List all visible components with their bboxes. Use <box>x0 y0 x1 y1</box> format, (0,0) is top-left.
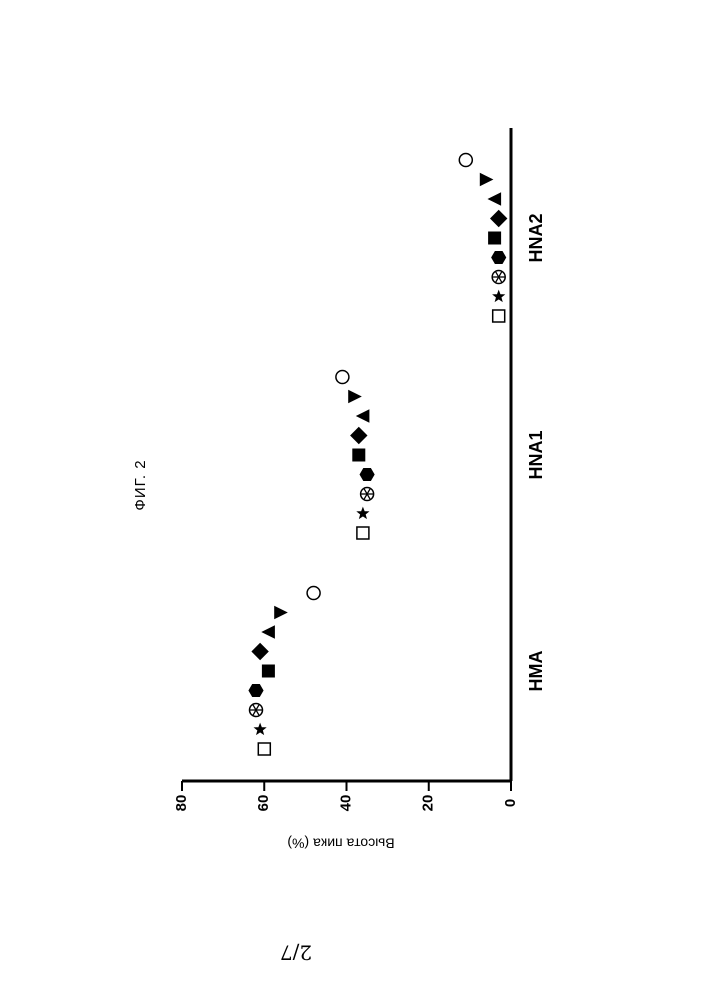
category-labels: HMA HNA1 HNA2 <box>526 213 546 691</box>
data-point-asterisk-circle <box>361 488 374 501</box>
data-point-filled-star <box>358 508 368 518</box>
data-point-filled-diamond <box>491 211 507 227</box>
data-points <box>249 154 507 756</box>
scatter-chart: 0 20 40 60 80 HMA HNA1 HNA2 Высота пика (%) <box>173 128 546 851</box>
data-point-filled-hexagon <box>360 468 374 480</box>
data-point-filled-square <box>262 665 274 677</box>
data-point-filled-triangle-up <box>489 193 501 205</box>
data-point-filled-hexagon <box>492 251 506 263</box>
data-point-filled-triangle-down <box>480 174 492 186</box>
data-point-asterisk-circle <box>250 704 263 717</box>
data-point-asterisk-circle <box>492 271 505 284</box>
data-point-filled-star <box>493 291 503 301</box>
data-point-open-square <box>357 527 369 539</box>
category-label: HNA2 <box>526 213 546 262</box>
y-tick-label: 40 <box>337 795 354 812</box>
y-axis-ticks: 0 20 40 60 80 <box>173 781 519 811</box>
page-number: 2/7 <box>280 941 312 965</box>
y-tick-label: 60 <box>255 795 272 812</box>
data-point-filled-triangle-down <box>275 607 287 619</box>
data-point-open-circle <box>336 371 349 384</box>
data-point-open-square <box>258 743 270 755</box>
data-point-filled-hexagon <box>249 684 263 696</box>
data-point-filled-star <box>255 724 265 734</box>
data-point-filled-triangle-down <box>349 391 361 403</box>
category-label: HNA1 <box>526 430 546 479</box>
data-point-open-square <box>493 310 505 322</box>
data-point-open-circle <box>307 587 320 600</box>
y-tick-label: 80 <box>173 795 190 812</box>
data-point-filled-diamond <box>252 644 268 660</box>
data-point-filled-triangle-up <box>357 410 369 422</box>
data-point-filled-square <box>353 449 365 461</box>
data-point-open-circle <box>459 154 472 167</box>
category-label: HMA <box>526 651 546 692</box>
data-point-filled-diamond <box>351 428 367 444</box>
y-axis-label: Высота пика (%) <box>287 835 394 851</box>
data-point-filled-triangle-up <box>262 626 274 638</box>
data-point-filled-square <box>489 232 501 244</box>
figure-title: ФИГ. 2 <box>132 459 149 510</box>
y-tick-label: 20 <box>420 795 437 812</box>
y-tick-label: 0 <box>502 799 519 807</box>
